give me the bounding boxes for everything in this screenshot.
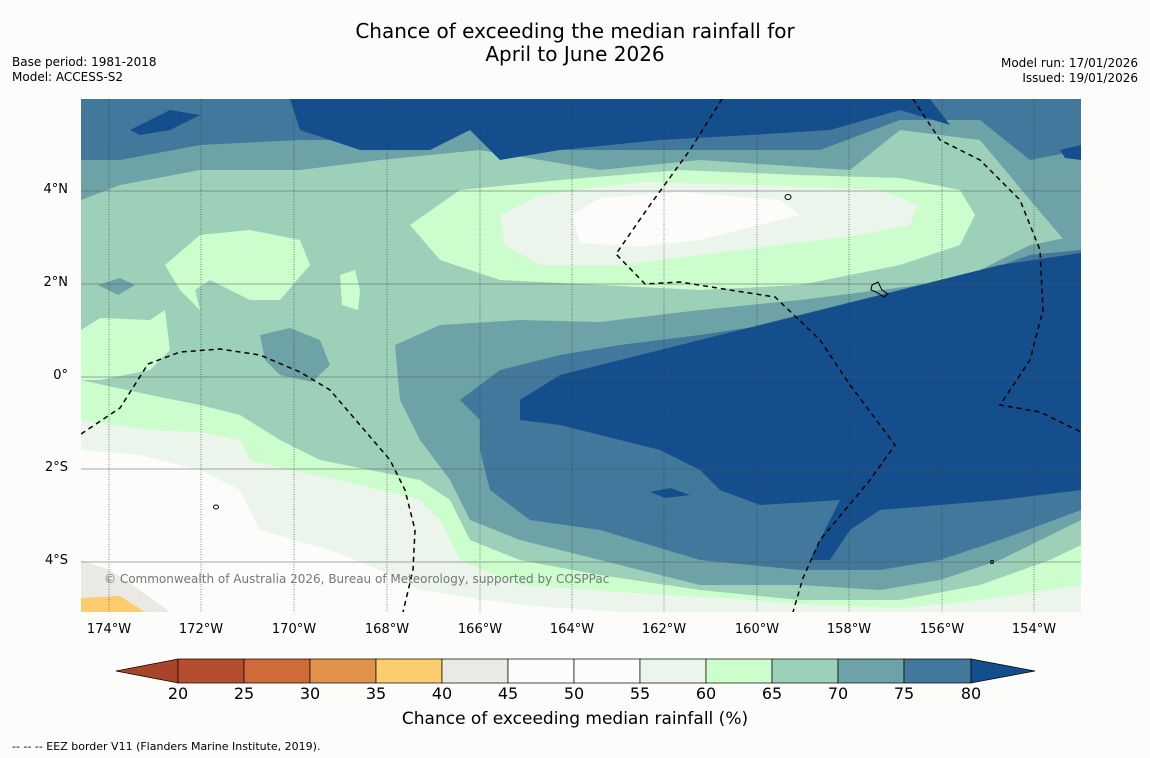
colorbar-segment — [375, 658, 443, 684]
colorbar-segment — [639, 658, 707, 684]
lon-label: 154°W — [1011, 622, 1057, 637]
lon-label: 174°W — [86, 622, 132, 637]
colorbar-tick: 65 — [761, 684, 783, 703]
colorbar-tick: 55 — [629, 684, 651, 703]
colorbar-segment — [507, 658, 575, 684]
band-45-55-south — [81, 450, 620, 612]
colorbar-low-triangle — [115, 658, 179, 684]
colorbar-label: Chance of exceeding median rainfall (%) — [401, 709, 749, 729]
colorbar-segment — [309, 658, 377, 684]
lon-label: 162°W — [641, 622, 687, 637]
lon-label: 164°W — [549, 622, 595, 637]
copyright-notice: © Commonwealth of Australia 2026, Bureau… — [104, 572, 610, 586]
lon-label: 160°W — [734, 622, 780, 637]
lat-label: 2°N — [43, 275, 69, 290]
colorbar-tick: 35 — [365, 684, 387, 703]
colorbar-segment — [705, 658, 773, 684]
band-45-55-north — [572, 192, 800, 247]
colorbar-tick: 30 — [299, 684, 321, 703]
colorbar-segment — [177, 658, 245, 684]
colorbar-tick: 20 — [167, 684, 189, 703]
band-over-80-top — [130, 99, 1081, 160]
lon-label: 156°W — [919, 622, 965, 637]
issued-date: Issued: 19/01/2026 — [1022, 71, 1138, 85]
colorbar-tick: 80 — [960, 684, 982, 703]
colorbar-segment — [837, 658, 905, 684]
colorbar — [115, 658, 1036, 684]
colorbar-tick: 70 — [827, 684, 849, 703]
lon-label: 172°W — [178, 622, 224, 637]
colorbar-segment — [573, 658, 641, 684]
colorbar-high-triangle — [970, 658, 1036, 684]
colorbar-segment — [243, 658, 311, 684]
map-title-line2: April to June 2026 — [485, 42, 665, 66]
lon-label: 168°W — [364, 622, 410, 637]
lat-label: 2°S — [44, 460, 68, 475]
island-outlines — [213, 194, 994, 564]
colorbar-tick: 75 — [893, 684, 915, 703]
colorbar-tick: 50 — [563, 684, 585, 703]
colorbar-tick: 25 — [233, 684, 255, 703]
map-title-line1: Chance of exceeding the median rainfall … — [355, 19, 795, 43]
colorbar-segment — [441, 658, 509, 684]
lon-label: 166°W — [457, 622, 503, 637]
colorbar-tick: 60 — [695, 684, 717, 703]
lon-label: 170°W — [271, 622, 317, 637]
lat-label: 4°S — [44, 553, 68, 568]
latitude-gridlines — [81, 190, 1081, 563]
lon-label: 158°W — [826, 622, 872, 637]
lat-label: 4°N — [43, 182, 69, 197]
rainfall-field — [81, 99, 1081, 612]
colorbar-tick: 45 — [497, 684, 519, 703]
footnote: -- -- -- EEZ border V11 (Flanders Marine… — [12, 740, 321, 753]
colorbar-segment — [771, 658, 839, 684]
longitude-gridlines — [108, 99, 1035, 612]
lat-label: 0° — [53, 368, 68, 383]
band-35-40-south — [81, 596, 145, 612]
eez-borders — [81, 99, 1081, 612]
colorbar-tick: 40 — [431, 684, 453, 703]
band-over-80-central — [520, 253, 1081, 560]
base-period: Base period: 1981-2018 — [12, 55, 157, 69]
colorbar-segment — [903, 658, 972, 684]
model-name: Model: ACCESS-S2 — [12, 70, 124, 84]
model-run: Model run: 17/01/2026 — [1000, 56, 1138, 70]
